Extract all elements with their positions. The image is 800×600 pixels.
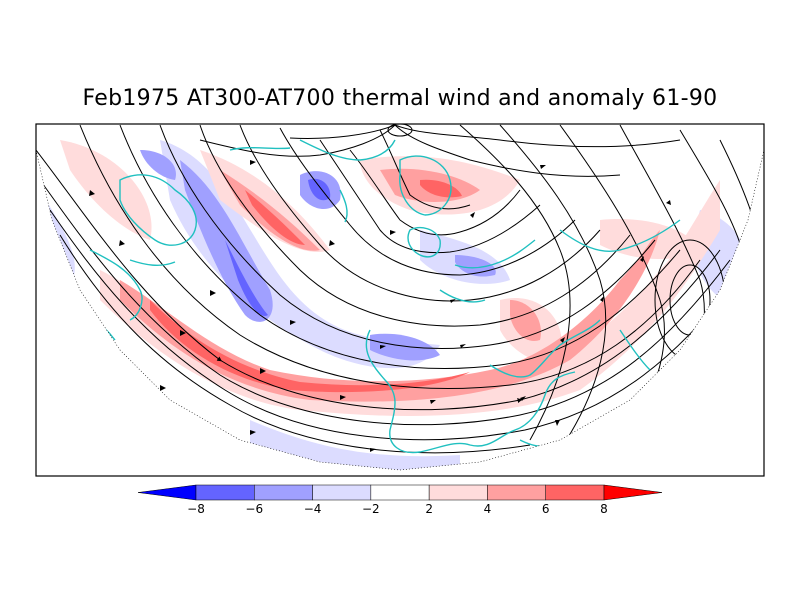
map-frame <box>35 123 765 477</box>
anomaly-area-pos-strong <box>245 190 305 245</box>
coastline-siberia <box>229 146 291 151</box>
coastline-hudson <box>439 289 486 303</box>
coastline-mediterranean <box>129 259 176 267</box>
coastline-north-america <box>365 329 576 454</box>
coastline-greenland <box>399 155 452 216</box>
streamline <box>119 124 681 369</box>
arrow-icon <box>560 337 565 343</box>
streamline <box>159 124 656 349</box>
streamline <box>49 209 741 441</box>
coastline-europe-south <box>89 249 143 321</box>
colorbar-tick-label: −2 <box>362 502 380 516</box>
colorbar-bin <box>545 484 605 501</box>
colorbar-tick-label: 6 <box>542 502 550 516</box>
arrow-icon <box>460 344 466 348</box>
arrow-icon <box>520 396 526 401</box>
colorbar-bin <box>312 484 372 501</box>
streamline <box>459 124 571 441</box>
anomaly-area-pos-mid <box>120 230 660 402</box>
map-plot-area <box>36 124 764 470</box>
coastline-asia-east <box>559 219 681 252</box>
colorbar-tick-label: −4 <box>304 502 322 516</box>
streamline <box>279 127 576 276</box>
arrow-icon <box>640 256 644 262</box>
streamline <box>199 124 631 327</box>
coastline-scandinavia <box>339 189 348 223</box>
arrow-icon <box>555 420 560 426</box>
anomaly-area-neg-mid <box>180 160 273 322</box>
colorbar-bin-extreme-high <box>603 484 663 501</box>
streamline <box>289 124 396 139</box>
streamline <box>394 124 681 148</box>
streamline <box>499 124 607 451</box>
colorbar-bin-extreme-low <box>137 484 197 501</box>
arrow-icon <box>450 299 456 303</box>
arrow-icon <box>600 296 604 302</box>
arrow-icon <box>340 395 346 400</box>
arrow-icon <box>210 290 216 296</box>
map-title: Feb1975 AT300-AT700 thermal wind and ano… <box>82 86 718 111</box>
colorbar-tick-label: 4 <box>484 502 492 516</box>
streamline <box>349 149 521 236</box>
map-domain-boundary <box>35 149 765 471</box>
coastline-japan <box>619 329 651 371</box>
streamline-loop <box>387 124 413 137</box>
streamline <box>199 124 396 157</box>
anomaly-area-pos-strong <box>420 179 462 198</box>
anomaly-area-neg-mid <box>370 333 440 361</box>
arrow-icon <box>390 230 396 235</box>
colorbar-bin <box>428 484 488 501</box>
arrow-icon <box>89 190 95 196</box>
arrow-icon <box>380 345 386 349</box>
colorbar-bin <box>487 484 546 501</box>
arrow-icon <box>290 320 296 325</box>
colorbar-tick-label: −6 <box>245 502 263 516</box>
coastline-north-america-east <box>489 319 601 378</box>
anomaly-area-pos-weak <box>200 150 330 252</box>
arrow-icon <box>540 165 546 169</box>
arrow-icon <box>180 330 186 336</box>
coastline-asia <box>299 139 396 161</box>
streamline <box>239 124 601 302</box>
streamline-loop <box>669 264 711 336</box>
colorbar-bin <box>195 484 255 501</box>
colorbar-tick-label: 8 <box>600 502 608 516</box>
streamline <box>36 149 721 411</box>
arrow-icon <box>666 200 671 205</box>
colorbar-labels: −8 −6 −4 −2 2 4 6 8 <box>187 502 608 516</box>
colorbar-tick-label: 2 <box>425 502 433 516</box>
coastlines <box>59 139 681 454</box>
anomaly-area-neg-mid <box>140 150 176 180</box>
arrow-icon <box>160 385 166 391</box>
streamline <box>319 139 541 254</box>
coastline-arctic-islands <box>407 227 441 258</box>
arrow-icon <box>370 448 376 452</box>
arrow-icon <box>329 240 335 246</box>
colorbar-bin <box>254 484 313 501</box>
anomaly-area-neg-strong <box>308 178 331 201</box>
anomaly-area-pos-mid <box>220 170 320 251</box>
streamline <box>79 124 701 389</box>
colorbar-tick-label: −8 <box>187 502 205 516</box>
coastline-europe <box>119 174 197 246</box>
arrow-icon <box>119 240 125 246</box>
coastline-alaska <box>454 239 536 269</box>
streamline-arrows <box>89 160 700 452</box>
arrow-icon <box>250 160 256 165</box>
streamline <box>59 234 531 454</box>
anomaly-area-pos-mid <box>510 300 541 341</box>
colorbar-bin <box>370 484 430 501</box>
colorbar-bins <box>137 484 663 501</box>
arrow-icon <box>430 400 436 404</box>
thermal-wind-streamlines <box>36 124 763 461</box>
streamline <box>39 179 731 426</box>
streamline <box>394 124 621 177</box>
arrow-icon <box>250 430 256 435</box>
arrow-icon <box>470 212 475 218</box>
anomaly-shading <box>36 124 764 470</box>
arrow-icon <box>260 368 266 374</box>
